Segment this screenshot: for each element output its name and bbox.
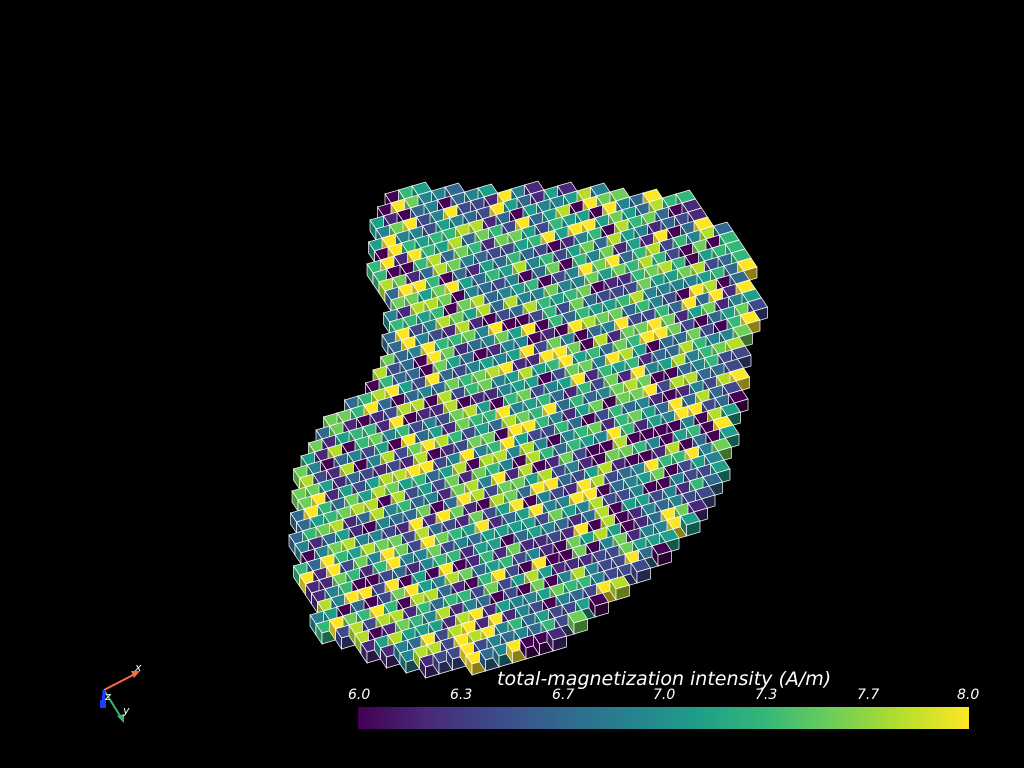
x-axis-arrow	[103, 672, 138, 691]
scalar-bar-tick: 6.3	[450, 687, 473, 703]
scalar-bar-title: total-magnetization intensity (A/m)	[497, 668, 832, 690]
voxel-face	[594, 601, 609, 618]
scalar-bar-gradient	[358, 707, 969, 729]
y-axis-label: y	[122, 704, 130, 717]
x-axis-label: x	[134, 661, 142, 674]
y-axis-arrow	[103, 689, 123, 720]
orientation-axes-widget: x y z	[100, 661, 142, 723]
voxel-face	[636, 567, 651, 584]
scalar-bar-tick: 6.7	[552, 687, 575, 703]
voxel-face	[552, 635, 567, 652]
voxel-face	[615, 584, 630, 601]
y-axis-arrowhead	[117, 714, 124, 723]
z-axis-label: z	[104, 690, 111, 703]
x-axis-arrowhead	[131, 671, 140, 678]
scalar-bar-tick: 8.0	[957, 687, 980, 703]
voxel-face	[657, 550, 672, 567]
scalar-bar-tick: 7.0	[653, 687, 676, 703]
scalar-bar-tick: 7.3	[755, 687, 778, 703]
scalar-bar-tick: 6.0	[348, 687, 371, 703]
scalar-bar-tick: 7.7	[857, 687, 880, 703]
z-axis-arrowhead	[100, 700, 106, 708]
voxel-mesh	[288, 180, 769, 680]
voxel-face	[573, 618, 588, 635]
voxel-face	[686, 520, 701, 537]
